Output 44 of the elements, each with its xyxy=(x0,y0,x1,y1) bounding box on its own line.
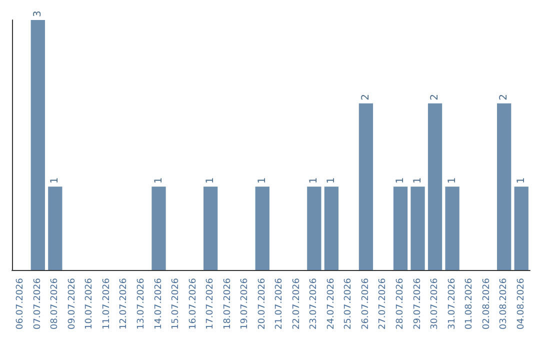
x-tick-label: 01.08.2026 xyxy=(464,278,475,330)
x-tick-label: 08.07.2026 xyxy=(50,278,60,330)
x-tick-label: 20.07.2026 xyxy=(257,278,268,330)
x-tick-label: 21.07.2026 xyxy=(274,278,285,330)
data-label: 3 xyxy=(32,10,44,17)
data-label: 1 xyxy=(308,177,320,184)
x-tick-label: 15.07.2026 xyxy=(171,278,182,330)
data-label: 2 xyxy=(430,94,441,100)
data-label: 1 xyxy=(153,177,164,184)
x-tick-label: 14.07.2026 xyxy=(154,278,164,330)
x-tick-label: 30.07.2026 xyxy=(430,278,440,330)
x-tick-label: 04.08.2026 xyxy=(516,278,526,330)
x-tick-label: 29.07.2026 xyxy=(412,278,423,330)
data-label: 1 xyxy=(395,177,406,184)
x-tick-label: 10.07.2026 xyxy=(84,278,95,330)
data-label: 1 xyxy=(412,177,424,184)
x-tick-label: 26.07.2026 xyxy=(360,278,371,330)
x-tick-label: 11.07.2026 xyxy=(102,278,112,330)
data-label: 2 xyxy=(360,94,372,100)
x-tick-label: 27.07.2026 xyxy=(378,278,388,330)
data-label: 1 xyxy=(205,177,216,184)
x-tick-label: 12.07.2026 xyxy=(119,278,130,330)
x-tick-label: 09.07.2026 xyxy=(67,278,78,330)
x-tick-label: 18.07.2026 xyxy=(222,278,233,330)
x-tick-label: 31.07.2026 xyxy=(447,278,458,330)
x-tick-label: 03.08.2026 xyxy=(499,278,510,330)
data-label: 2 xyxy=(498,94,510,100)
x-tick-label: 06.07.2026 xyxy=(16,278,26,330)
x-tick-label: 28.07.2026 xyxy=(396,278,406,330)
x-tick-label: 16.07.2026 xyxy=(188,278,198,330)
data-label: 1 xyxy=(516,177,527,184)
x-tick-label: 25.07.2026 xyxy=(344,278,354,330)
x-tick-label: 07.07.2026 xyxy=(32,278,43,330)
data-label: 1 xyxy=(50,177,61,184)
data-label: 1 xyxy=(446,177,458,184)
x-tick-label: 19.07.2026 xyxy=(240,278,250,330)
data-label: 1 xyxy=(256,177,268,184)
x-tick-label: 13.07.2026 xyxy=(136,278,146,330)
data-label: 1 xyxy=(326,177,337,184)
x-tick-label: 23.07.2026 xyxy=(309,278,320,330)
x-tick-label: 17.07.2026 xyxy=(206,278,216,330)
x-tick-label: 22.07.2026 xyxy=(292,278,302,330)
x-tick-label: 02.08.2026 xyxy=(482,278,492,330)
x-tick-label: 24.07.2026 xyxy=(326,278,336,330)
